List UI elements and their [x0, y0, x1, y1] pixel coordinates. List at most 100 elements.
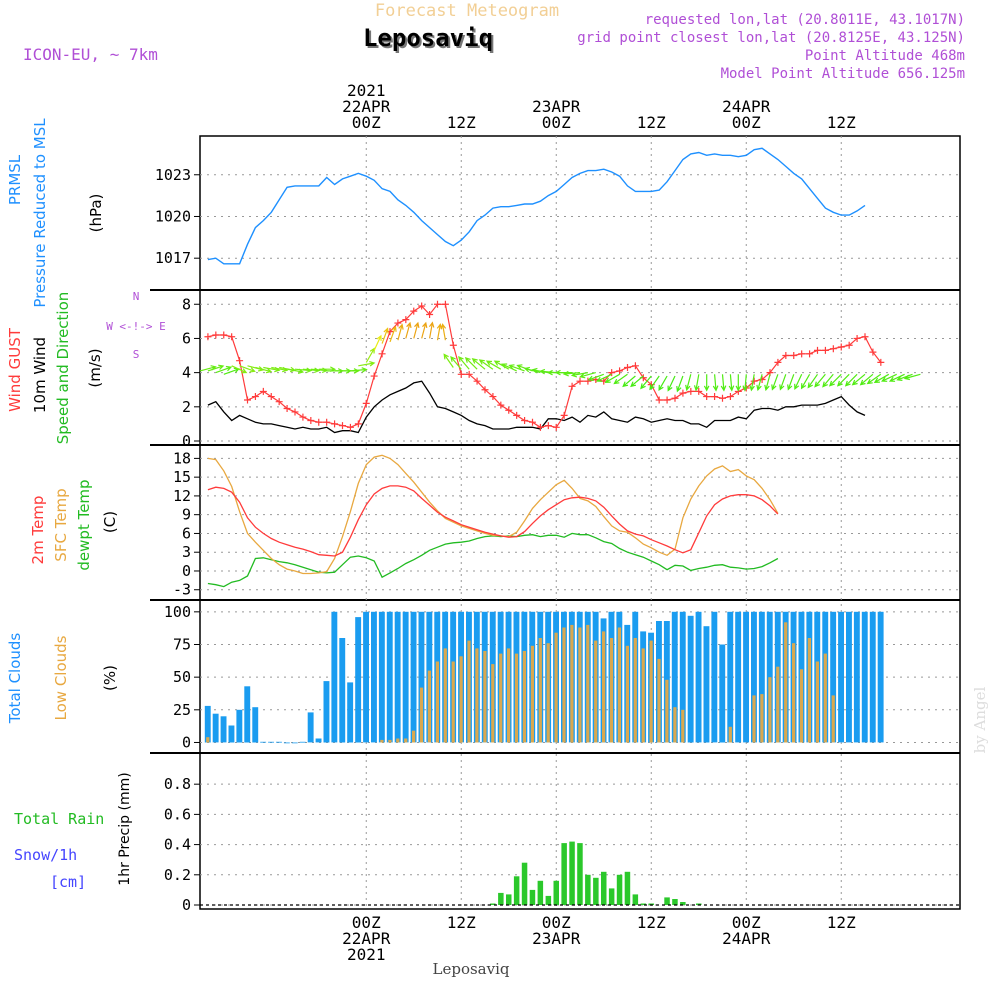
low-cloud-bar — [792, 643, 796, 743]
total-cloud-bar — [371, 611, 377, 743]
total-cloud-bar — [331, 611, 338, 743]
wind-gust-marker — [711, 393, 719, 401]
wind-direction-arrow — [493, 360, 510, 370]
wind-direction-arrow — [794, 374, 803, 390]
y-tick-label: 100 — [164, 603, 191, 621]
wind-direction-arrow — [787, 374, 795, 391]
y-tick-label: 0.2 — [164, 866, 191, 884]
wind-direction-arrow — [358, 361, 376, 367]
total-cloud-bar — [743, 611, 749, 743]
top-time-label: 22APR — [342, 97, 391, 116]
wind-direction-arrow — [428, 321, 435, 339]
wind-gust-marker — [244, 396, 251, 404]
wind-gust-marker — [790, 352, 798, 360]
wind-gust-marker — [655, 396, 663, 404]
pressure-label-primary: PRMSL — [6, 154, 24, 205]
wind-direction-arrow — [207, 364, 225, 372]
wind-direction-arrow — [255, 366, 273, 374]
wind-direction-arrow — [231, 365, 248, 374]
wind-gust-marker — [299, 413, 307, 421]
low-cloud-bar — [784, 622, 788, 743]
wind-gust-marker — [505, 406, 513, 414]
wind-gust-marker — [726, 393, 734, 401]
wind-direction-arrow — [199, 365, 217, 372]
low-cloud-bar — [412, 730, 416, 743]
wind-direction-arrow — [676, 375, 684, 393]
temp-unit: (C) — [101, 511, 119, 533]
wind-gust-marker — [291, 408, 299, 416]
wind-direction-arrow — [596, 373, 612, 382]
wind-gust-marker — [370, 372, 378, 380]
total-cloud-bar — [869, 611, 876, 743]
top-time-label: 23APR — [532, 97, 581, 116]
rain-bar — [498, 892, 504, 905]
temp-2m-label: 2m Temp — [29, 496, 47, 565]
wind-gust-marker — [275, 398, 283, 406]
y-tick-label: 1017 — [155, 249, 191, 267]
low-cloud-bar — [499, 653, 503, 743]
low-clouds-label: Low Clouds — [52, 635, 70, 720]
total-cloud-bar — [671, 611, 678, 743]
requested-coordinates: requested lon,lat (20.8011E, 43.1017N) — [645, 12, 965, 28]
temp-dewpoint-line — [207, 532, 779, 588]
temp-dewpoint-label: dewpt Temp — [75, 479, 93, 570]
wind-gust-marker — [331, 420, 339, 428]
wind-gust-marker — [212, 331, 220, 339]
bottom-time-label: 12Z — [827, 913, 856, 932]
wind-direction-arrow — [844, 373, 858, 387]
wind-gust-label: Wind GUST — [6, 327, 24, 412]
low-cloud-bar — [554, 632, 558, 743]
rain-bar — [553, 880, 559, 905]
wind-gust-marker — [251, 393, 259, 401]
y-tick-label: 75 — [173, 635, 191, 653]
wind-direction-arrow — [501, 363, 517, 372]
low-cloud-bar — [483, 651, 487, 743]
wind-unit: (m/s) — [86, 348, 104, 387]
wind-direction-arrow — [579, 372, 596, 379]
rain-bar — [696, 903, 702, 905]
wind-gust-marker — [774, 358, 782, 366]
low-cloud-bar — [649, 640, 653, 743]
low-cloud-bar — [491, 664, 495, 743]
bottom-time-label: 00Z — [542, 913, 571, 932]
wind-direction-arrow — [554, 369, 573, 376]
low-cloud-bar — [443, 648, 447, 743]
low-cloud-bar — [807, 638, 811, 743]
pressure-label-secondary: Pressure Reduced to MSL — [31, 118, 49, 308]
y-tick-label: 0.8 — [164, 775, 191, 793]
total-cloud-bar — [727, 611, 734, 743]
wind-direction-arrow — [836, 373, 850, 387]
wind-direction-arrow — [881, 373, 897, 382]
plot-frame — [199, 135, 961, 910]
total-cloud-bar — [766, 611, 773, 743]
wind-direction-arrow — [471, 358, 486, 370]
rain-bar — [561, 843, 567, 905]
total-cloud-bar — [695, 611, 702, 743]
y-tick-label: 1023 — [155, 166, 191, 184]
clouds-unit: (%) — [101, 665, 119, 691]
low-cloud-bar — [641, 648, 645, 743]
wind-direction-arrow — [421, 321, 428, 339]
low-cloud-bar — [586, 624, 590, 743]
wind-gust-marker — [821, 346, 829, 354]
total-cloud-bar — [236, 709, 243, 743]
wind-direction-arrow — [771, 374, 779, 391]
wind-direction-arrow — [756, 374, 763, 392]
wind-direction-arrow — [764, 374, 771, 392]
wind-gust-marker — [473, 377, 481, 385]
wind-direction-arrow — [365, 347, 375, 363]
precip-panel: 0 0.2 0.4 0.6 0.8 Total Rain Snow/1h [cm] 1hr Pr… — [14, 772, 960, 914]
snow-label: Snow/1h — [14, 846, 77, 864]
low-cloud-bar — [625, 645, 629, 743]
location-title-shadow: Leposaviq — [365, 26, 495, 54]
rain-bar — [601, 871, 607, 905]
wind-direction-arrow — [604, 373, 620, 383]
wind-gust-marker — [449, 341, 457, 349]
rain-bar — [513, 876, 520, 905]
total-cloud-bar — [386, 611, 393, 743]
temp-sfc-line — [207, 454, 779, 575]
low-cloud-bar — [665, 679, 669, 743]
pressure-unit: (hPa) — [87, 194, 105, 233]
wind-gust-marker — [877, 358, 885, 366]
meteogram-subtitle: Forecast Meteogram — [375, 1, 559, 21]
